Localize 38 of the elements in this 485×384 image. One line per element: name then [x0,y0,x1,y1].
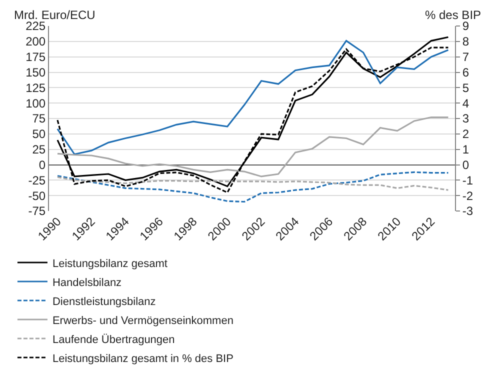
y2-tick-label: 6 [462,65,470,80]
y-tick-label: 225 [26,19,46,34]
y-tick-label: 200 [26,34,46,49]
y-tick-label: 175 [26,50,46,64]
y-tick-label: 0 [38,158,46,172]
line-series [56,116,450,178]
legend-label: Dienstleistungsbilanz [52,296,156,308]
y-tick-label: 100 [26,96,46,110]
legend-label: Handelsbilanz [52,276,122,289]
y-tick-label: -50 [28,188,46,203]
y2-tick-label: 1 [462,142,470,157]
y2-tick-label: 7 [462,50,470,64]
y2-tick-label: -1 [462,173,474,188]
y2-tick-label: 2 [462,127,470,142]
legend-label: Erwerbs- und Vermögenseinkommen [52,314,234,327]
y2-tick-label: 8 [462,34,470,49]
y-tick-label: 25 [32,142,46,157]
legend-label: Leistungsbilanz gesamt in % des BIP [52,352,234,365]
y-tick-label: 50 [32,127,46,142]
line-series [56,40,450,156]
legend-label: Laufende Übertragungen [52,332,175,346]
legend-label: Leistungsbilanz gesamt [52,258,168,270]
y2-tick-label: 9 [462,19,470,34]
line-series [56,171,450,203]
y2-tick-label: -3 [462,204,474,218]
y-tick-label: -25 [28,173,46,188]
y-axis-title: Mrd. Euro/ECU [14,8,96,22]
line-series [56,176,450,191]
y2-tick-label: 0 [462,158,470,172]
y-tick-label: -75 [28,204,46,218]
y-tick-label: 150 [26,65,46,80]
y2-tick-label: 3 [462,112,470,126]
y-tick-label: 75 [32,112,46,126]
y2-tick-label: -2 [462,188,474,203]
y2-axis-title: % des BIP [425,8,482,22]
y-tick-label: 125 [26,80,46,95]
y2-tick-label: 4 [462,96,470,110]
y2-tick-label: 5 [462,80,470,95]
